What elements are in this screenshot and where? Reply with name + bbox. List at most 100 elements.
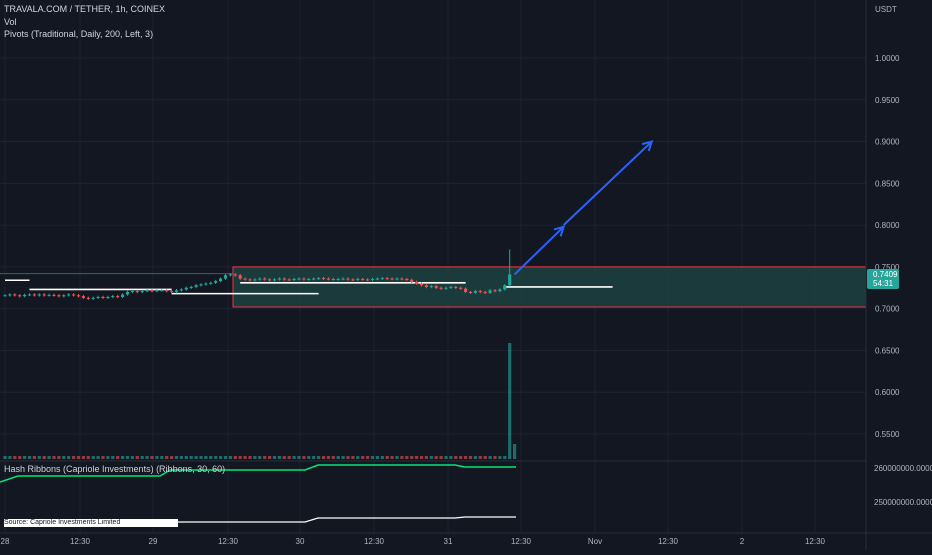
candle-body[interactable] bbox=[3, 295, 7, 297]
candle-body[interactable] bbox=[415, 281, 419, 284]
candle-body[interactable] bbox=[277, 278, 281, 280]
candle-body[interactable] bbox=[493, 290, 497, 292]
candle-body[interactable] bbox=[449, 286, 453, 288]
candle-body[interactable] bbox=[434, 286, 438, 288]
candle-body[interactable] bbox=[268, 279, 272, 281]
candle-body[interactable] bbox=[419, 283, 424, 286]
time-axis[interactable]: 28 12:30 29 12:30 30 12:30 31 12:30 Nov 12:30 2 12:… bbox=[1, 537, 826, 546]
candle-body[interactable] bbox=[498, 289, 502, 292]
candle-body[interactable] bbox=[238, 275, 242, 279]
candle-body[interactable] bbox=[32, 294, 36, 296]
candle-body[interactable] bbox=[454, 286, 458, 288]
candle-body[interactable] bbox=[361, 279, 365, 281]
candle-body[interactable] bbox=[478, 291, 482, 293]
candle-body[interactable] bbox=[165, 290, 169, 292]
candle-body[interactable] bbox=[101, 296, 105, 298]
candle-body[interactable] bbox=[62, 295, 66, 297]
candle-body[interactable] bbox=[503, 285, 507, 290]
candle-body[interactable] bbox=[223, 275, 228, 279]
candle-body[interactable] bbox=[140, 291, 144, 293]
candle-body[interactable] bbox=[37, 294, 41, 296]
candle-body[interactable] bbox=[27, 294, 32, 296]
candle-body[interactable] bbox=[346, 278, 350, 280]
candle-body[interactable] bbox=[483, 291, 487, 293]
candle-body[interactable] bbox=[439, 287, 443, 289]
candle-body[interactable] bbox=[209, 282, 213, 284]
candle-body[interactable] bbox=[233, 274, 237, 276]
candle-body[interactable] bbox=[508, 274, 512, 286]
candle-body[interactable] bbox=[341, 278, 345, 280]
candle-body[interactable] bbox=[47, 294, 51, 296]
candle-body[interactable] bbox=[317, 278, 321, 280]
candle-body[interactable] bbox=[253, 279, 257, 281]
candle-body[interactable] bbox=[135, 291, 139, 293]
candle-body[interactable] bbox=[375, 278, 379, 280]
currency-label[interactable]: USDT bbox=[875, 5, 897, 14]
candle-body[interactable] bbox=[170, 291, 174, 293]
price-pane[interactable] bbox=[0, 140, 867, 308]
pivots-legend[interactable]: Pivots (Traditional, Daily, 200, Left, 3… bbox=[4, 29, 154, 39]
candle-body[interactable] bbox=[380, 278, 384, 280]
candle-body[interactable] bbox=[42, 294, 46, 296]
candle-body[interactable] bbox=[199, 284, 203, 286]
candle-body[interactable] bbox=[336, 279, 340, 281]
candle-body[interactable] bbox=[282, 278, 286, 280]
vol-legend[interactable]: Vol bbox=[4, 17, 17, 27]
candle-body[interactable] bbox=[468, 291, 473, 293]
trend-arrow[interactable] bbox=[562, 140, 653, 226]
candle-body[interactable] bbox=[444, 287, 448, 289]
candle-body[interactable] bbox=[214, 281, 218, 283]
candle-body[interactable] bbox=[410, 279, 414, 282]
candle-body[interactable] bbox=[400, 278, 404, 280]
candle-body[interactable] bbox=[292, 279, 296, 281]
price-axis[interactable]: 1.0000 0.9500 0.9000 0.8500 0.8000 0.7500 0.70… bbox=[874, 54, 932, 507]
candle-body[interactable] bbox=[385, 278, 389, 280]
candle-body[interactable] bbox=[321, 278, 326, 280]
candle-body[interactable] bbox=[312, 278, 316, 280]
candle-body[interactable] bbox=[204, 283, 208, 285]
candle-body[interactable] bbox=[297, 278, 301, 280]
candle-body[interactable] bbox=[106, 296, 110, 298]
candle-body[interactable] bbox=[72, 294, 76, 296]
candle-body[interactable] bbox=[405, 279, 409, 281]
candle-body[interactable] bbox=[179, 289, 183, 291]
candle-body[interactable] bbox=[130, 291, 134, 293]
candle-body[interactable] bbox=[194, 285, 198, 287]
candle-body[interactable] bbox=[81, 296, 85, 298]
candle-body[interactable] bbox=[76, 295, 81, 297]
candle-body[interactable] bbox=[390, 278, 394, 280]
candle-body[interactable] bbox=[160, 290, 164, 292]
candle-body[interactable] bbox=[302, 278, 306, 280]
candle-body[interactable] bbox=[473, 291, 477, 293]
candle-body[interactable] bbox=[23, 294, 27, 297]
candle-body[interactable] bbox=[248, 279, 252, 281]
candle-body[interactable] bbox=[174, 290, 179, 292]
candle-body[interactable] bbox=[86, 297, 90, 299]
candle-body[interactable] bbox=[145, 290, 149, 292]
symbol-legend[interactable]: TRAVALA.COM / TETHER, 1h, COINEX bbox=[4, 4, 166, 14]
candle-body[interactable] bbox=[116, 296, 120, 298]
candle-body[interactable] bbox=[307, 279, 311, 281]
candle-body[interactable] bbox=[395, 278, 399, 280]
candle-body[interactable] bbox=[263, 278, 267, 280]
candle-body[interactable] bbox=[8, 294, 12, 296]
candle-body[interactable] bbox=[243, 278, 247, 280]
candle-body[interactable] bbox=[150, 290, 154, 292]
candle-body[interactable] bbox=[370, 279, 375, 281]
candle-body[interactable] bbox=[228, 274, 232, 276]
candle-body[interactable] bbox=[121, 294, 125, 297]
candle-body[interactable] bbox=[155, 290, 159, 292]
candle-body[interactable] bbox=[18, 295, 22, 297]
candle-body[interactable] bbox=[96, 296, 100, 298]
trend-arrow[interactable] bbox=[513, 226, 565, 276]
candle-body[interactable] bbox=[429, 286, 433, 288]
candle-body[interactable] bbox=[464, 288, 468, 292]
candle-body[interactable] bbox=[258, 278, 262, 280]
candle-body[interactable] bbox=[111, 296, 115, 298]
candle-body[interactable] bbox=[488, 290, 492, 293]
candle-body[interactable] bbox=[351, 279, 355, 281]
candle-body[interactable] bbox=[219, 278, 223, 282]
candle-body[interactable] bbox=[67, 294, 71, 296]
